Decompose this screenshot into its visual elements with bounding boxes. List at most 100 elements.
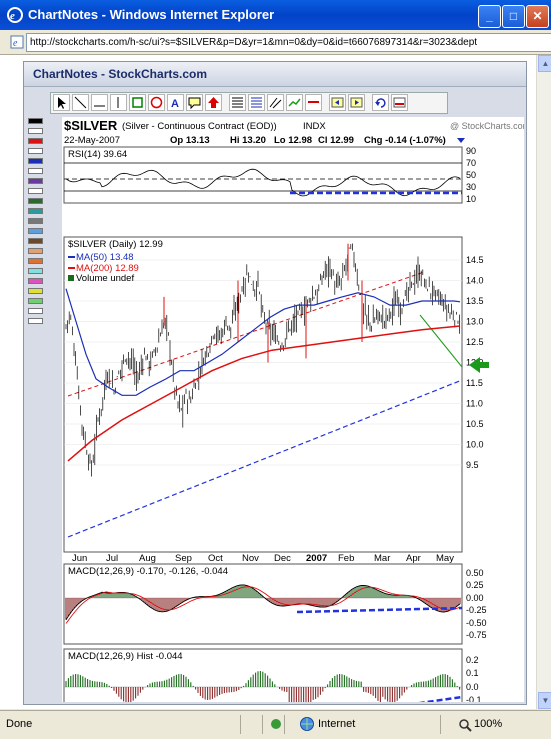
price-tick-label: 13.0	[466, 317, 484, 327]
swatch-light-blue[interactable]	[28, 228, 43, 234]
chartnotes-panel: ChartNotes - StockCharts.com A	[23, 61, 530, 739]
swatch-dark-green[interactable]	[28, 198, 43, 204]
swatch-orange[interactable]	[28, 258, 43, 264]
move-right-icon[interactable]	[348, 94, 365, 111]
hist-tick-label: 0.0	[466, 682, 479, 692]
month-label: Sep	[175, 553, 192, 564]
price-legend-ma200: MA(200) 12.89	[76, 263, 139, 274]
channel-icon[interactable]	[267, 94, 284, 111]
stock-chart: $SILVER (Silver - Continuous Contract (E…	[62, 117, 530, 739]
arrow-up-icon[interactable]	[205, 94, 222, 111]
undo-icon[interactable]	[372, 94, 389, 111]
swatch-yellow[interactable]	[28, 288, 43, 294]
swatch-gray[interactable]	[28, 218, 43, 224]
price-legend-main: $SILVER (Daily) 12.99	[68, 239, 163, 250]
delete-icon[interactable]	[391, 94, 408, 111]
drawing-toolbar: A	[50, 92, 448, 114]
address-field[interactable]: http://stockcharts.com/h-sc/ui?s=$SILVER…	[26, 33, 551, 52]
minimize-button[interactable]: _	[478, 5, 501, 28]
scroll-down-arrow[interactable]: ▼	[538, 692, 551, 709]
dropdown-arrow-icon[interactable]	[457, 138, 465, 143]
price-tick-label: 12.5	[466, 337, 484, 347]
trend-icon[interactable]	[286, 94, 303, 111]
rsi-tick-label: 50	[466, 170, 476, 180]
month-label: May	[436, 553, 454, 564]
close-button[interactable]: ✕	[526, 5, 549, 28]
swatch-white-2[interactable]	[28, 148, 43, 154]
line-icon[interactable]	[72, 94, 89, 111]
macd-tick-label: 0.25	[466, 580, 484, 590]
downtrend-line	[419, 314, 463, 368]
swatch-magenta[interactable]	[28, 278, 43, 284]
maximize-button[interactable]: □	[502, 5, 525, 28]
macd-signal-line	[65, 586, 461, 624]
rectangle-icon[interactable]	[129, 94, 146, 111]
hist-label: MACD(12,26,9) Hist -0.044	[68, 651, 183, 662]
scroll-up-arrow[interactable]: ▲	[538, 55, 551, 72]
macd-panel	[63, 563, 463, 645]
globe-icon	[300, 717, 314, 731]
macd-tick-label: -0.50	[466, 618, 487, 628]
swatch-brown[interactable]	[28, 238, 43, 244]
month-label: 2007	[306, 553, 327, 564]
green-arrow-icon	[469, 357, 489, 373]
internet-explorer-icon: e	[7, 7, 23, 23]
macd-tick-label: 0.00	[466, 593, 484, 603]
rsi-tick-label: 70	[466, 158, 476, 168]
vertical-line-icon[interactable]	[110, 94, 127, 111]
ma50-line	[65, 288, 461, 396]
swatch-cyan[interactable]	[28, 268, 43, 274]
macd-line	[65, 584, 461, 620]
panel-header: ChartNotes - StockCharts.com	[24, 62, 526, 87]
price-tick-label: 10.5	[466, 419, 484, 429]
swatch-white-6[interactable]	[28, 318, 43, 324]
month-label: Dec	[274, 553, 291, 564]
callout-icon[interactable]	[186, 94, 203, 111]
move-left-icon[interactable]	[329, 94, 346, 111]
macd-tick-label: -0.75	[466, 630, 487, 640]
level-icon[interactable]	[305, 94, 322, 111]
swatch-white-5[interactable]	[28, 308, 43, 314]
swatch-blue[interactable]	[28, 158, 43, 164]
quote-low: Lo 12.98	[274, 135, 312, 146]
page-icon: e	[10, 35, 24, 49]
swatch-white[interactable]	[28, 128, 43, 134]
zoom-icon[interactable]	[458, 718, 472, 732]
rsi-tick-label: 10	[466, 194, 476, 204]
rsi-label: RSI(14) 39.64	[68, 149, 127, 160]
pointer-icon[interactable]	[53, 94, 70, 111]
swatch-white-4[interactable]	[28, 188, 43, 194]
swatch-teal[interactable]	[28, 208, 43, 214]
hist-tick-label: -0.1	[466, 695, 482, 702]
text-icon[interactable]: A	[167, 94, 184, 111]
rsi-tick-label: 30	[466, 182, 476, 192]
quote-open: Op 13.13	[170, 135, 210, 146]
vertical-scrollbar[interactable]: ▲ ▼	[536, 55, 551, 709]
page-content: ChartNotes - StockCharts.com A	[0, 55, 536, 739]
fibonacci-icon[interactable]	[248, 94, 265, 111]
swatch-purple[interactable]	[28, 178, 43, 184]
swatch-white-3[interactable]	[28, 168, 43, 174]
horizontal-lines-icon[interactable]	[229, 94, 246, 111]
diagonal-line-icon[interactable]	[91, 94, 108, 111]
status-bar: Done Internet 100%	[0, 710, 551, 739]
swatch-light-green[interactable]	[28, 298, 43, 304]
price-tick-label: 9.5	[466, 460, 479, 470]
price-tick-label: 14.5	[466, 255, 484, 265]
swatch-red[interactable]	[28, 138, 43, 144]
swatch-black[interactable]	[28, 118, 43, 124]
circle-icon[interactable]	[148, 94, 165, 111]
title-bar: e ChartNotes - Windows Internet Explorer…	[0, 0, 551, 30]
status-text: Done	[6, 718, 33, 730]
address-bar: e http://stockcharts.com/h-sc/ui?s=$SILV…	[0, 30, 551, 55]
month-label: Nov	[242, 553, 259, 564]
svg-text:e: e	[10, 10, 15, 22]
price-tick-label: 11.0	[466, 399, 483, 409]
rsi-tick-label: 90	[466, 146, 476, 156]
zoom-level[interactable]: 100%	[474, 718, 503, 730]
price-tick-label: 13.5	[466, 296, 484, 306]
swatch-tan[interactable]	[28, 248, 43, 254]
quote-high: Hi 13.20	[230, 135, 266, 146]
chart-instrument-name: (Silver - Continuous Contract (EOD))	[122, 121, 277, 132]
price-legend-ma50: MA(50) 13.48	[76, 252, 134, 263]
